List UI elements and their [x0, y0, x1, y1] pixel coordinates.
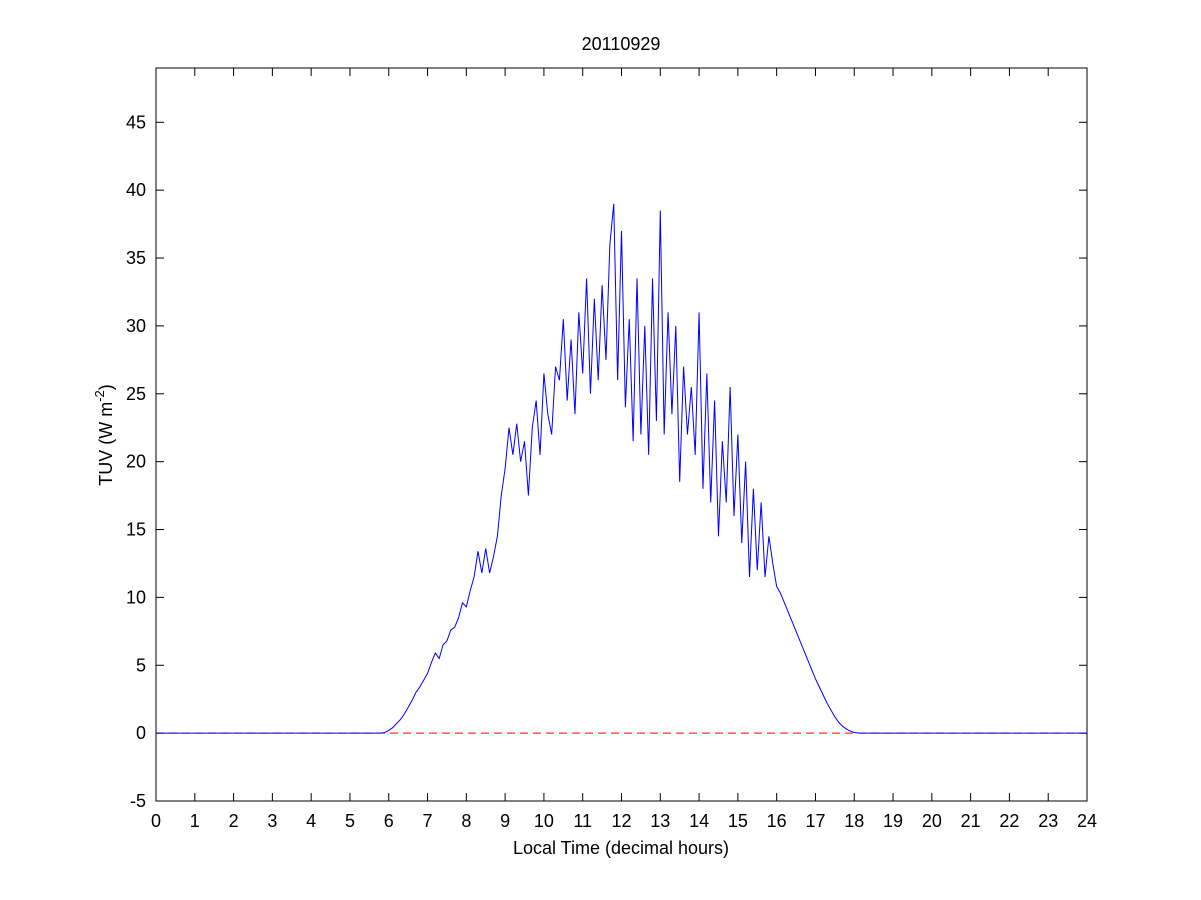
y-axis-label-end: ) [96, 384, 116, 390]
x-tick-label: 8 [461, 811, 471, 831]
x-tick-label: 22 [999, 811, 1019, 831]
x-tick-label: 19 [883, 811, 903, 831]
x-tick-label: 13 [650, 811, 670, 831]
plot-frame [155, 67, 1088, 802]
x-tick-label: 10 [534, 811, 554, 831]
x-tick-label: 23 [1038, 811, 1058, 831]
y-tick-label: 25 [126, 384, 146, 404]
x-tick-label: 7 [423, 811, 433, 831]
y-axis-label-superscript: -2 [92, 390, 107, 402]
x-tick-label: 12 [611, 811, 631, 831]
y-tick-label: 30 [126, 316, 146, 336]
y-tick-label: 35 [126, 248, 146, 268]
y-tick-label: 10 [126, 587, 146, 607]
y-tick-label: 20 [126, 452, 146, 472]
y-tick-label: 0 [136, 723, 146, 743]
x-tick-label: 2 [229, 811, 239, 831]
x-tick-label: 0 [151, 811, 161, 831]
x-tick-label: 5 [345, 811, 355, 831]
y-axis-label-text: TUV (W m [96, 402, 116, 486]
x-axis-label: Local Time (decimal hours) [513, 838, 729, 858]
x-tick-label: 17 [805, 811, 825, 831]
plot-area [156, 68, 1087, 801]
y-tick-label: 15 [126, 520, 146, 540]
x-tick-label: 24 [1077, 811, 1097, 831]
y-tick-label: -5 [130, 791, 146, 811]
y-tick-label: 45 [126, 112, 146, 132]
chart-title: 20110929 [582, 34, 661, 54]
y-axis-label: TUV (W m-2) [92, 384, 116, 486]
x-tick-label: 15 [728, 811, 748, 831]
x-tick-label: 4 [306, 811, 316, 831]
x-tick-label: 14 [689, 811, 709, 831]
x-tick-label: 6 [384, 811, 394, 831]
x-tick-label: 9 [500, 811, 510, 831]
x-tick-label: 18 [844, 811, 864, 831]
x-tick-label: 21 [961, 811, 981, 831]
data-line [156, 203, 1087, 734]
x-tick-label: 20 [922, 811, 942, 831]
x-tick-label: 11 [573, 811, 592, 831]
x-tick-label: 3 [267, 811, 277, 831]
x-tick-label: 16 [767, 811, 787, 831]
y-tick-label: 5 [136, 655, 146, 675]
y-tick-label: 40 [126, 180, 146, 200]
x-tick-label: 1 [190, 811, 200, 831]
